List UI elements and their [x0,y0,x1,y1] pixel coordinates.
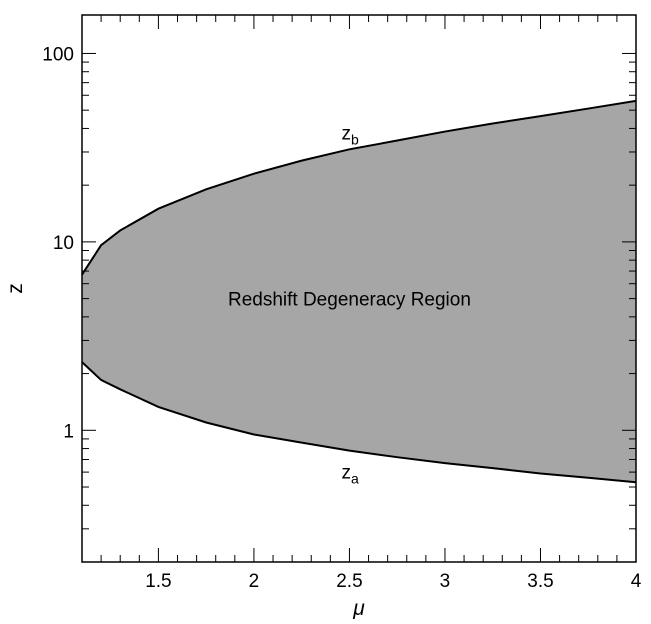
y-axis-label: z [4,283,27,294]
x-tick-label: 3.5 [527,571,553,592]
region-annotation: Redshift Degeneracy Region [228,289,471,310]
plot-frame [81,14,637,563]
series-label-za-sub: a [351,471,359,487]
axis-ticks [81,15,637,563]
series-label-za-main: z [341,463,351,484]
x-tick-label: 1.5 [145,571,171,592]
x-tick-label: 3 [440,571,451,592]
y-tick-label: 100 [42,44,74,65]
plot-area [81,99,637,484]
series-line-za [81,361,637,484]
tick-labels: 1.5 2 2.5 3 3.5 4 1 10 100 [42,44,641,592]
x-tick-label: 2.5 [336,571,362,592]
degeneracy-region [82,100,636,483]
y-tick-label: 1 [63,421,74,442]
series-line-zb [81,99,637,276]
x-tick-label: 2 [249,571,260,592]
x-axis-label: μ [352,597,365,620]
series-label-za: za [341,463,359,487]
series-label-zb-main: z [341,123,351,144]
x-tick-label: 4 [631,571,642,592]
series-label-zb: zb [341,123,359,147]
y-tick-label: 10 [53,233,74,254]
series-label-zb-sub: b [351,131,359,147]
